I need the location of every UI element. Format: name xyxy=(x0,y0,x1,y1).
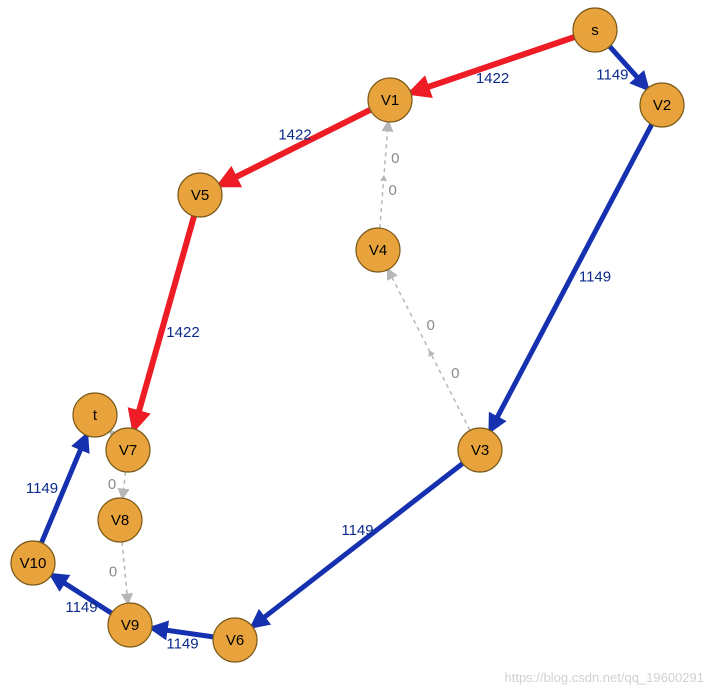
edge-label: 0 xyxy=(451,365,459,382)
edge-V7-V8 xyxy=(122,472,125,498)
node-label: V4 xyxy=(369,242,387,259)
edge-V8-V9 xyxy=(122,542,128,603)
node-V2: V2 xyxy=(640,83,684,127)
node-label: V7 xyxy=(119,442,137,459)
node-V7: V7 xyxy=(106,428,150,472)
node-label: V10 xyxy=(20,555,47,572)
node-label: V2 xyxy=(653,97,671,114)
node-label: s xyxy=(591,22,599,39)
edge-V5-V7 xyxy=(134,216,194,429)
edge-label: 0 xyxy=(108,476,116,493)
node-label: V8 xyxy=(111,512,129,529)
edge-V2-V3 xyxy=(490,124,651,430)
edge-label: 1422 xyxy=(278,126,311,143)
edge-label: 0 xyxy=(391,150,399,167)
network-graph: 1422 1422 1422 1149 1149 1149 1149 1149 1149 0 0 0 0… xyxy=(0,0,714,693)
edge-label: 0 xyxy=(427,317,435,334)
edges-layer: 1422 1422 1422 1149 1149 1149 1149 1149 1149 0 0 0 0… xyxy=(26,37,652,652)
node-V4: V4 xyxy=(356,228,400,272)
watermark-text: https://blog.csdn.net/qq_19600291 xyxy=(505,670,705,685)
node-V8: V8 xyxy=(98,498,142,542)
edge-V3-V6 xyxy=(252,463,462,626)
node-V1: V1 xyxy=(368,78,412,122)
node-label: V1 xyxy=(381,92,399,109)
edge-label: 1149 xyxy=(26,480,58,497)
edge-V1-V5 xyxy=(220,110,371,185)
node-V6: V6 xyxy=(213,618,257,662)
edge-label: 1149 xyxy=(579,268,611,285)
edge-label: 0 xyxy=(109,563,117,580)
edge-label: 1149 xyxy=(166,635,198,652)
node-label: V3 xyxy=(471,442,489,459)
node-V3: V3 xyxy=(458,428,502,472)
node-label: V9 xyxy=(121,617,139,634)
edge-V7-t xyxy=(110,431,113,434)
edge-label: 1422 xyxy=(476,70,509,87)
node-label: V5 xyxy=(191,187,209,204)
edge-label: 0 xyxy=(389,182,397,199)
node-V9: V9 xyxy=(108,603,152,647)
node-V5: V5 xyxy=(178,173,222,217)
edge-label: 1149 xyxy=(65,599,97,616)
edge-label: 1422 xyxy=(166,324,199,341)
node-t: t xyxy=(73,393,117,437)
edge-label: 1149 xyxy=(596,67,628,84)
node-V10: V10 xyxy=(11,541,55,585)
edge-mid-arrow xyxy=(380,175,387,181)
edge-label: 1149 xyxy=(341,522,373,539)
node-label: V6 xyxy=(226,632,244,649)
node-s: s xyxy=(573,8,617,52)
